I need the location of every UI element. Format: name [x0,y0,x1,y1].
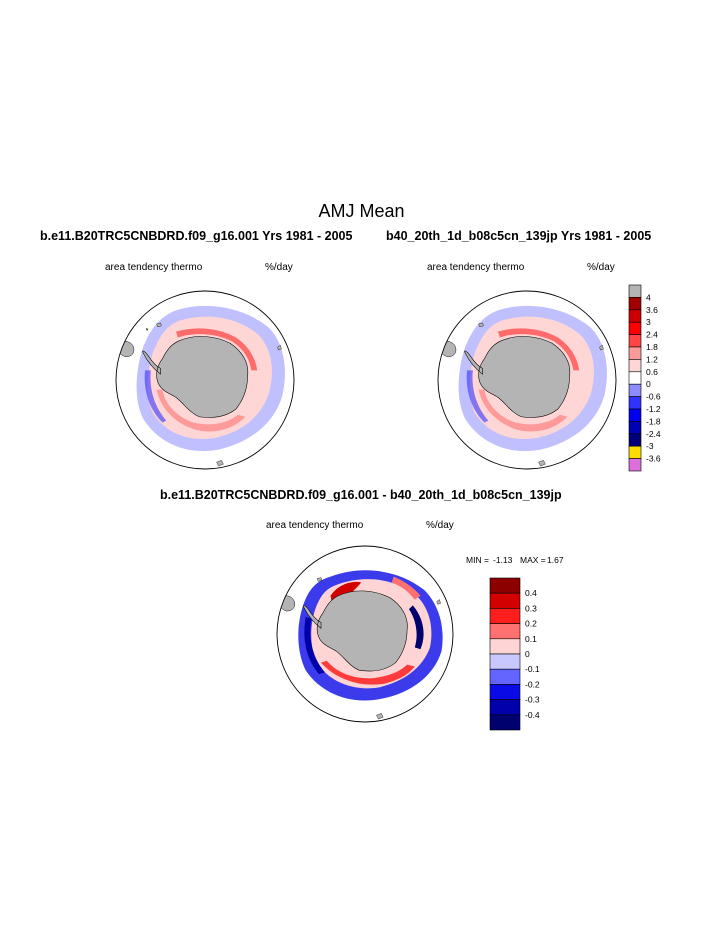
min-value: -1.13 [493,555,513,565]
left-units-label: %/day [265,262,293,273]
main-colorbar-swatch [628,421,642,435]
main-colorbar-tick-label: -0.6 [646,392,661,402]
diff-run-title: b.e11.B20TRC5CNBDRD.f09_g16.001 - b40_20… [160,488,562,502]
max-label: MAX = [520,555,546,565]
right-run-title: b40_20th_1d_b08c5cn_139jp Yrs 1981 - 200… [386,229,652,243]
main-colorbar-swatch [628,433,642,447]
main-colorbar-tick-label: 0 [646,379,651,389]
main-colorbar-swatch [628,458,642,472]
main-colorbar-tick-label: -3.6 [646,454,661,464]
main-colorbar-tick-label: 4 [646,292,651,302]
diff-colorbar-tick-label: 0 [525,649,530,659]
diff-polar-map [276,545,454,723]
min-label: MIN = [466,555,489,565]
main-colorbar-tick-label: -1.8 [646,416,661,426]
main-colorbar-tick-label: 3 [646,317,651,327]
main-colorbar-swatch [628,408,642,422]
diff-colorbar-swatch [489,668,521,685]
diff-colorbar-tick-label: 0.3 [525,603,537,613]
diff-variable-label: area tendency thermo [266,520,364,531]
main-colorbar-swatch [628,445,642,459]
main-colorbar-swatch [628,284,642,298]
main-colorbar-tick-label: 1.2 [646,354,658,364]
diff-colorbar-swatch [489,638,521,655]
max-value: 1.67 [547,555,564,565]
diff-colorbar: 0.4 0.3 0.2 0.1 0 -0.1 -0.2 -0.3 -0.4 [489,577,540,731]
left-polar-map [115,290,295,470]
diff-colorbar-tick-label: 0.2 [525,619,537,629]
main-colorbar-swatch [628,396,642,410]
diff-colorbar-tick-label: -0.3 [525,695,540,705]
diff-colorbar-tick-label: 0.4 [525,588,537,598]
main-colorbar-tick-label: 2.4 [646,330,658,340]
right-units-label: %/day [587,262,615,273]
diff-colorbar-tick-label: 0.1 [525,634,537,644]
main-colorbar-swatch [628,359,642,373]
main-colorbar-swatch [628,346,642,360]
main-colorbar: 4 3.6 3 2.4 1.8 1.2 0.6 0 -0.6 -1.2 -1.8 -2.4 -3 -3.6 [628,284,661,472]
main-colorbar-swatch [628,309,642,323]
diff-colorbar-swatch [489,699,521,716]
main-colorbar-swatch [628,297,642,311]
diff-colorbar-tick-label: -0.1 [525,664,540,674]
main-colorbar-tick-label: 0.6 [646,367,658,377]
diff-colorbar-swatch [489,714,521,731]
diff-colorbar-tick-label: -0.4 [525,710,540,720]
main-colorbar-swatch [628,321,642,335]
main-colorbar-swatch [628,383,642,397]
left-variable-label: area tendency thermo [105,262,203,273]
left-run-title: b.e11.B20TRC5CNBDRD.f09_g16.001 Yrs 1981… [40,229,353,243]
right-polar-map [437,290,617,470]
diff-colorbar-swatch [489,608,521,624]
main-colorbar-swatch [628,334,642,348]
page-title: AMJ Mean [318,201,405,221]
diff-colorbar-swatch [489,592,521,609]
diff-units-label: %/day [426,520,454,531]
diff-colorbar-swatch [489,623,521,640]
main-colorbar-tick-label: -3 [646,441,654,451]
diff-colorbar-swatch [489,653,521,670]
main-colorbar-tick-label: 1.8 [646,342,658,352]
main-colorbar-tick-label: 3.6 [646,305,658,315]
diff-colorbar-swatch [489,684,521,700]
main-colorbar-swatch [628,371,642,385]
diff-colorbar-swatch [489,577,521,594]
main-colorbar-tick-label: -2.4 [646,429,661,439]
main-colorbar-tick-label: -1.2 [646,404,661,414]
right-variable-label: area tendency thermo [427,262,525,273]
diff-colorbar-tick-label: -0.2 [525,679,540,689]
